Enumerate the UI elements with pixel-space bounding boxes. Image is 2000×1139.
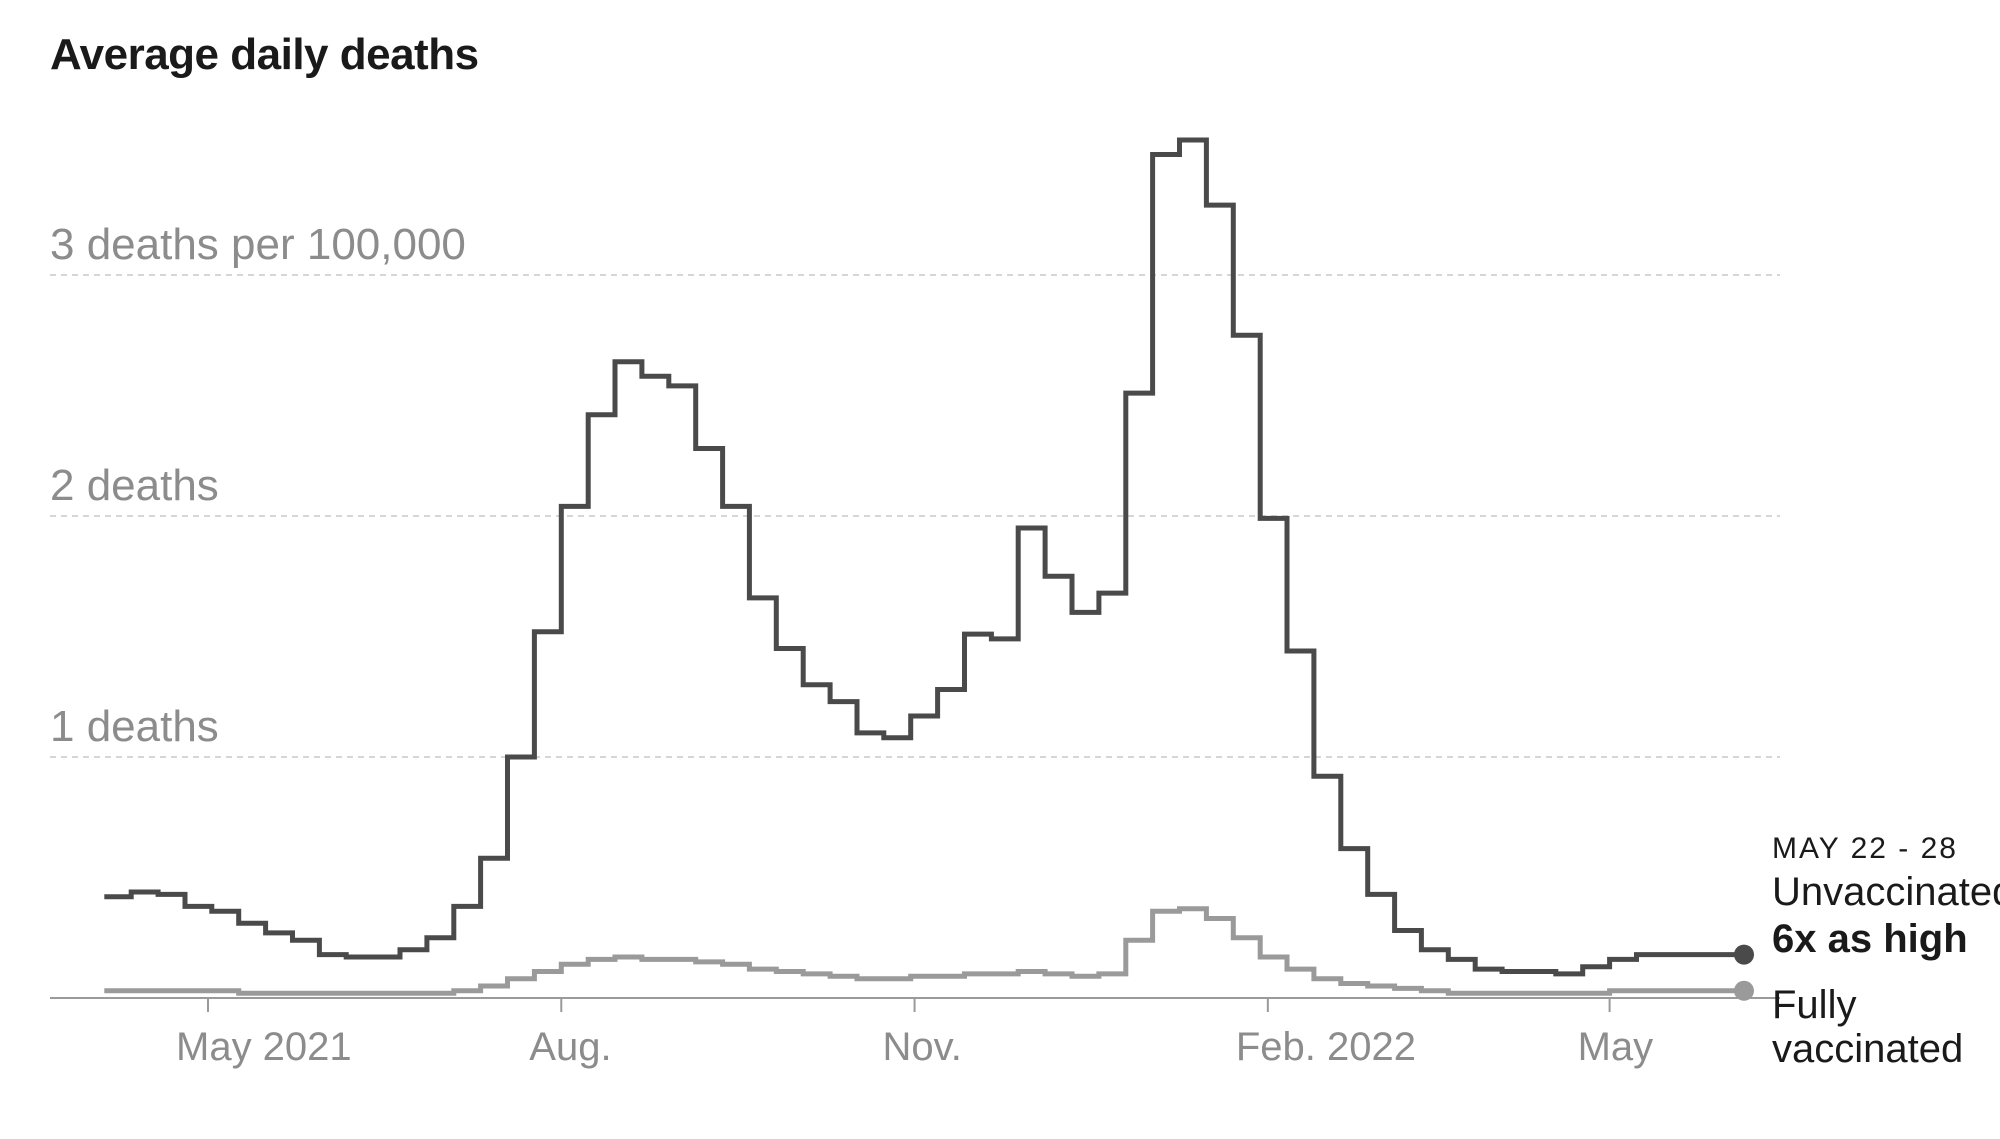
series-lines [104, 137, 1744, 996]
x-tick-label: Feb. 2022 [1236, 1025, 1416, 1069]
annotation-ratio: 6x as high [1772, 917, 1968, 961]
x-axis: May 2021 Aug. Nov. Feb. 2022 May [50, 997, 1780, 1069]
unvaccinated-endpoint [1734, 944, 1754, 965]
x-tick-label: Aug. [529, 1025, 611, 1069]
x-tick-label: May 2021 [176, 1025, 352, 1069]
unvaccinated-line [104, 137, 1744, 977]
y-tick-label: 2 deaths [50, 461, 219, 510]
x-tick-label: May [1578, 1025, 1654, 1069]
vaccinated-line [104, 906, 1744, 996]
gridlines: 1 deaths 2 deaths 3 deaths per 100,000 [50, 220, 1780, 758]
annotation-vaccinated-line1: Fully [1772, 983, 1856, 1027]
vaccinated-endpoint [1734, 980, 1754, 1001]
annotation-unvaccinated: Unvaccinated [1772, 870, 2000, 914]
annotation-vaccinated-line2: vaccinated [1772, 1027, 1963, 1071]
y-tick-label: 1 deaths [50, 702, 219, 751]
annotation-date: MAY 22 - 28 [1772, 832, 1958, 865]
chart-title: Average daily deaths [50, 30, 479, 79]
x-tick-label: Nov. [883, 1025, 962, 1069]
y-tick-label: 3 deaths per 100,000 [50, 220, 466, 269]
